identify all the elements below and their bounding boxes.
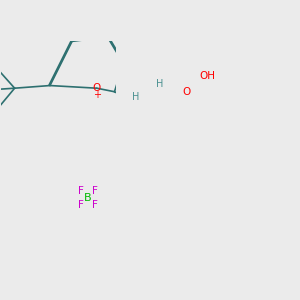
Text: F: F [78, 200, 84, 210]
Text: O: O [92, 82, 100, 93]
Text: O: O [183, 87, 191, 97]
Text: H: H [132, 92, 139, 102]
Text: F: F [78, 186, 84, 196]
Text: F: F [92, 200, 98, 210]
Text: +: + [93, 89, 101, 100]
Text: H: H [156, 79, 164, 88]
Text: B: B [84, 193, 92, 203]
Text: OH: OH [199, 71, 215, 81]
Text: F: F [92, 186, 98, 196]
